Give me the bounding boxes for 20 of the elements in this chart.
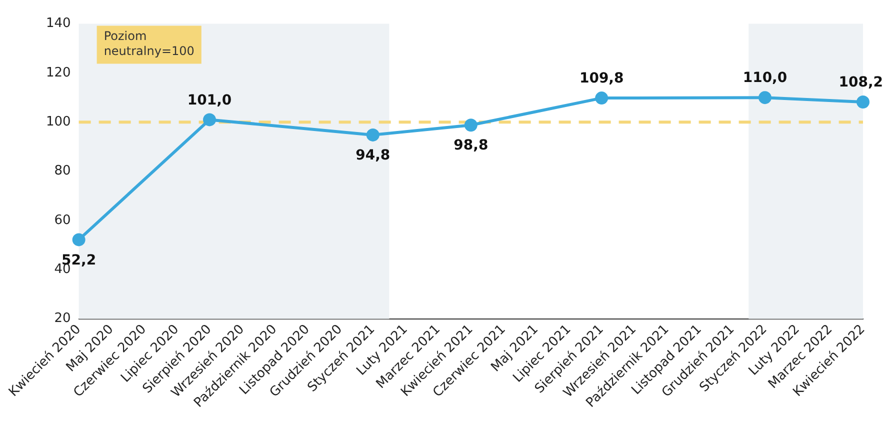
point bbox=[366, 128, 380, 142]
annotation: Poziom neutralny=100 bbox=[104, 28, 194, 58]
data-label: 94,8 bbox=[356, 148, 390, 164]
y-tick-label: 60 bbox=[54, 212, 71, 228]
point bbox=[856, 95, 870, 108]
point bbox=[464, 118, 478, 132]
data-label: 101,0 bbox=[187, 92, 232, 108]
y-tick-label: 140 bbox=[46, 16, 71, 32]
y-tick-label: 80 bbox=[54, 164, 71, 179]
data-label: 98,8 bbox=[454, 138, 488, 154]
point bbox=[203, 113, 216, 126]
y-tick-label: 20 bbox=[54, 311, 71, 326]
data-label: 110,0 bbox=[742, 70, 788, 86]
data-label: 109,8 bbox=[579, 70, 624, 87]
point bbox=[595, 92, 608, 105]
y-tick-label: 100 bbox=[46, 114, 71, 130]
point bbox=[758, 91, 772, 104]
y-tick-label: 120 bbox=[46, 65, 71, 80]
data-label: 108,2 bbox=[838, 74, 884, 91]
point bbox=[72, 233, 86, 246]
